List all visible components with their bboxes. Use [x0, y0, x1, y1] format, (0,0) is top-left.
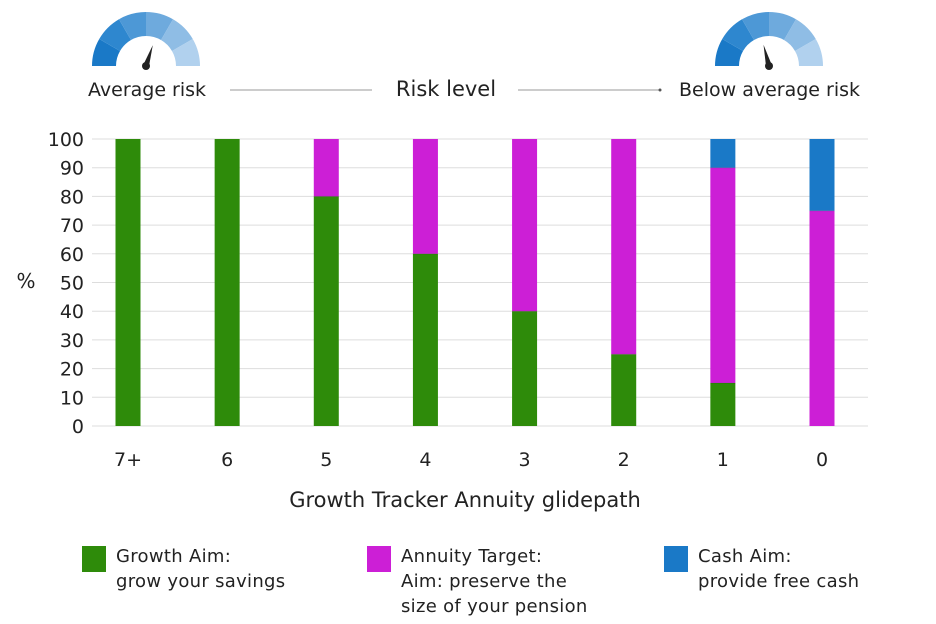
average-risk-label: Average risk — [88, 79, 206, 101]
legend-annuity-line-2: Aim: preserve the — [401, 571, 568, 592]
legend-item-growth: Growth Aim: grow your savings — [82, 544, 285, 594]
legend-annuity-line-1: Annuity Target: — [401, 546, 543, 567]
bar-cash-0 — [809, 139, 835, 211]
bar-cash-1 — [710, 139, 736, 168]
gauge-pivot — [142, 62, 150, 70]
below-average-risk-label: Below average risk — [679, 79, 860, 101]
gauge-segment — [769, 12, 796, 41]
gauge-needle — [143, 45, 153, 67]
y-tick-label: 0 — [72, 416, 84, 438]
y-axis-ticks: 0 10 20 30 40 50 60 70 80 90 100 — [48, 129, 84, 438]
gauge-segment — [784, 19, 816, 51]
gridlines — [92, 138, 868, 427]
legend-label-cash: Cash Aim: provide free cash — [698, 544, 859, 594]
y-tick-label: 60 — [60, 244, 84, 266]
x-axis-ticks: 7+ 6 5 4 3 2 1 0 — [114, 449, 828, 471]
x-tick-label: 4 — [419, 449, 431, 471]
legend-cash-line-2: provide free cash — [698, 571, 860, 592]
bar-growth-4 — [412, 253, 438, 426]
legend-cash-line-1: Cash Aim: — [698, 546, 792, 567]
y-tick-label: 80 — [60, 186, 84, 208]
bar-annuity-4 — [412, 139, 438, 254]
legend-item-cash: Cash Aim: provide free cash — [664, 544, 859, 594]
gauge-segment — [171, 39, 200, 66]
bar-growth-2 — [611, 354, 637, 426]
bar-growth-6 — [214, 139, 240, 426]
y-axis-label: % — [16, 269, 35, 293]
bar-growth-1 — [710, 382, 736, 426]
x-tick-label: 2 — [618, 449, 630, 471]
legend-swatch-cash — [664, 546, 688, 572]
gauge-segment — [161, 19, 193, 51]
gauge-segment — [119, 12, 146, 41]
gauge-segment — [715, 39, 744, 66]
y-tick-label: 100 — [48, 129, 84, 151]
y-tick-label: 20 — [60, 359, 84, 381]
bars — [115, 139, 835, 426]
gauge-segment — [722, 19, 754, 51]
risk-line-arrow — [658, 88, 662, 92]
gauge-segment — [794, 39, 823, 66]
y-tick-label: 30 — [60, 330, 84, 352]
legend-item-annuity: Annuity Target: Aim: preserve the size o… — [367, 544, 588, 619]
risk-level-label: Risk level — [396, 77, 496, 101]
gauge-segment — [146, 12, 173, 41]
x-tick-label: 3 — [519, 449, 531, 471]
gauge-icon — [92, 12, 200, 70]
x-tick-label: 7+ — [114, 449, 142, 471]
x-tick-label: 5 — [320, 449, 332, 471]
y-tick-label: 50 — [60, 273, 84, 295]
gauge-icon — [715, 12, 823, 70]
bar-annuity-2 — [611, 139, 637, 355]
legend-growth-line-1: Growth Aim: — [116, 546, 232, 567]
x-tick-label: 6 — [221, 449, 233, 471]
bar-growth-3 — [512, 311, 538, 426]
y-tick-label: 90 — [60, 158, 84, 180]
legend-label-growth: Growth Aim: grow your savings — [116, 544, 285, 594]
gauge-segment — [99, 19, 131, 51]
legend-growth-line-2: grow your savings — [116, 571, 286, 592]
legend-swatch-annuity — [367, 546, 391, 572]
bar-annuity-1 — [710, 167, 736, 383]
gauge-segment — [742, 12, 769, 41]
legend-annuity-line-3: size of your pension — [401, 596, 588, 617]
x-axis-label: Growth Tracker Annuity glidepath — [289, 488, 641, 512]
bar-annuity-3 — [512, 139, 538, 312]
y-tick-label: 40 — [60, 301, 84, 323]
x-tick-label: 0 — [816, 449, 828, 471]
y-tick-label: 70 — [60, 215, 84, 237]
y-tick-label: 10 — [60, 387, 84, 409]
bar-growth-5 — [313, 196, 339, 426]
bar-growth-7+ — [115, 139, 141, 426]
x-tick-label: 1 — [717, 449, 729, 471]
gauge-pivot — [765, 62, 773, 70]
gauge-needle — [763, 44, 772, 67]
bar-annuity-0 — [809, 210, 835, 426]
bar-annuity-5 — [313, 139, 339, 197]
legend-swatch-growth — [82, 546, 106, 572]
gauge-segment — [92, 39, 121, 66]
legend-label-annuity: Annuity Target: Aim: preserve the size o… — [401, 544, 588, 619]
